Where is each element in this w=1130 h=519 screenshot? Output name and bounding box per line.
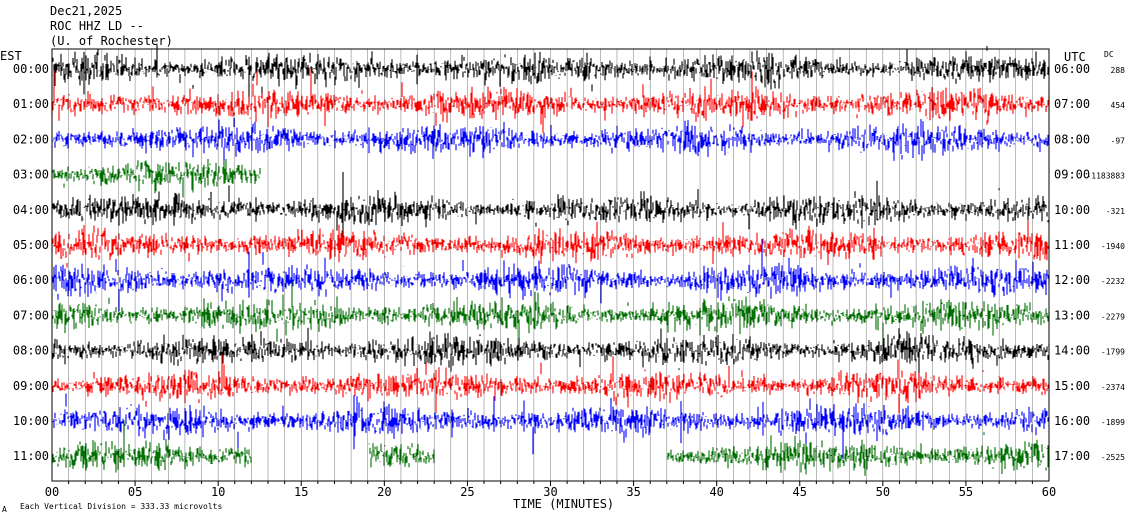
x-tick-label: 60: [1042, 485, 1056, 499]
dc-offset-value: -2232: [1101, 277, 1125, 286]
est-hour-label: 10:00: [13, 414, 49, 428]
x-tick-label: 35: [626, 485, 640, 499]
est-hour-label: 02:00: [13, 132, 49, 146]
dc-offset-value: -97: [1111, 136, 1126, 145]
utc-hour-label: 15:00: [1054, 379, 1090, 393]
est-hour-label: 07:00: [13, 308, 49, 322]
x-tick-label: 45: [793, 485, 807, 499]
trace-row-1100-segment-1: [368, 443, 435, 468]
x-tick-label: 40: [709, 485, 723, 499]
dc-offset-value: -2279: [1101, 312, 1125, 321]
utc-hour-label: 06:00: [1054, 62, 1090, 76]
dc-offset-value: -1799: [1101, 348, 1125, 357]
est-hour-label: 04:00: [13, 203, 49, 217]
est-hour-label: 00:00: [13, 62, 49, 76]
x-tick-label: 55: [959, 485, 973, 499]
scale-note: Each Vertical Division = 333.33 microvol…: [20, 502, 223, 511]
est-hour-label: 09:00: [13, 379, 49, 393]
dc-offset-value: -1899: [1101, 418, 1125, 427]
trace-row-1100-segment-2: [666, 432, 1050, 476]
utc-hour-label: 08:00: [1054, 132, 1090, 146]
utc-hour-label: 14:00: [1054, 344, 1090, 358]
dc-offset-value: -1940: [1101, 242, 1125, 251]
dc-offset-value: -2374: [1101, 383, 1125, 392]
utc-hour-label: 16:00: [1054, 414, 1090, 428]
station-code: ROC HHZ LD --: [50, 19, 144, 33]
utc-hour-label: 07:00: [1054, 97, 1090, 111]
utc-hour-label: 11:00: [1054, 238, 1090, 252]
x-tick-label: 15: [294, 485, 308, 499]
x-tick-label: 00: [45, 485, 59, 499]
x-tick-label: 20: [377, 485, 391, 499]
record-date: Dec21,2025: [50, 4, 123, 18]
utc-hour-label: 09:00: [1054, 168, 1090, 182]
dc-offset-value: 288: [1111, 66, 1126, 75]
dc-column-title: DC: [1104, 50, 1114, 59]
right-axis-title: UTC: [1064, 50, 1086, 64]
dc-offset-value: 454: [1111, 101, 1126, 110]
dc-offset-value: -321: [1106, 207, 1125, 216]
utc-hour-label: 10:00: [1054, 203, 1090, 217]
x-tick-label: 10: [211, 485, 225, 499]
utc-hour-label: 17:00: [1054, 449, 1090, 463]
est-hour-label: 08:00: [13, 344, 49, 358]
x-axis-label: TIME (MINUTES): [513, 497, 615, 511]
dc-offset-value: -2525: [1101, 453, 1125, 462]
x-tick-label: 30: [543, 485, 557, 499]
est-hour-label: 03:00: [13, 168, 49, 182]
station-location: (U. of Rochester): [50, 34, 173, 48]
x-tick-label: 05: [128, 485, 142, 499]
corner-mark: A: [2, 505, 7, 514]
est-hour-label: 01:00: [13, 97, 49, 111]
est-hour-label: 11:00: [13, 449, 49, 463]
est-hour-label: 05:00: [13, 238, 49, 252]
dc-offset-value: -1183883: [1086, 172, 1125, 181]
x-tick-label: 50: [876, 485, 890, 499]
grid-layer: [51, 48, 1050, 486]
x-tick-label: 25: [460, 485, 474, 499]
utc-hour-label: 12:00: [1054, 273, 1090, 287]
left-axis-title: EST: [0, 49, 22, 63]
utc-hour-label: 13:00: [1054, 308, 1090, 322]
est-hour-label: 06:00: [13, 273, 49, 287]
label-layer: 00 05 10 15 20 25 30 35 40 45 50 55 60 00:00 06:00 288 0…: [13, 62, 1125, 499]
